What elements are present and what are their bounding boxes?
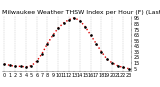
Text: Milwaukee Weather THSW Index per Hour (F) (Last 24 Hours): Milwaukee Weather THSW Index per Hour (F…	[2, 10, 160, 15]
